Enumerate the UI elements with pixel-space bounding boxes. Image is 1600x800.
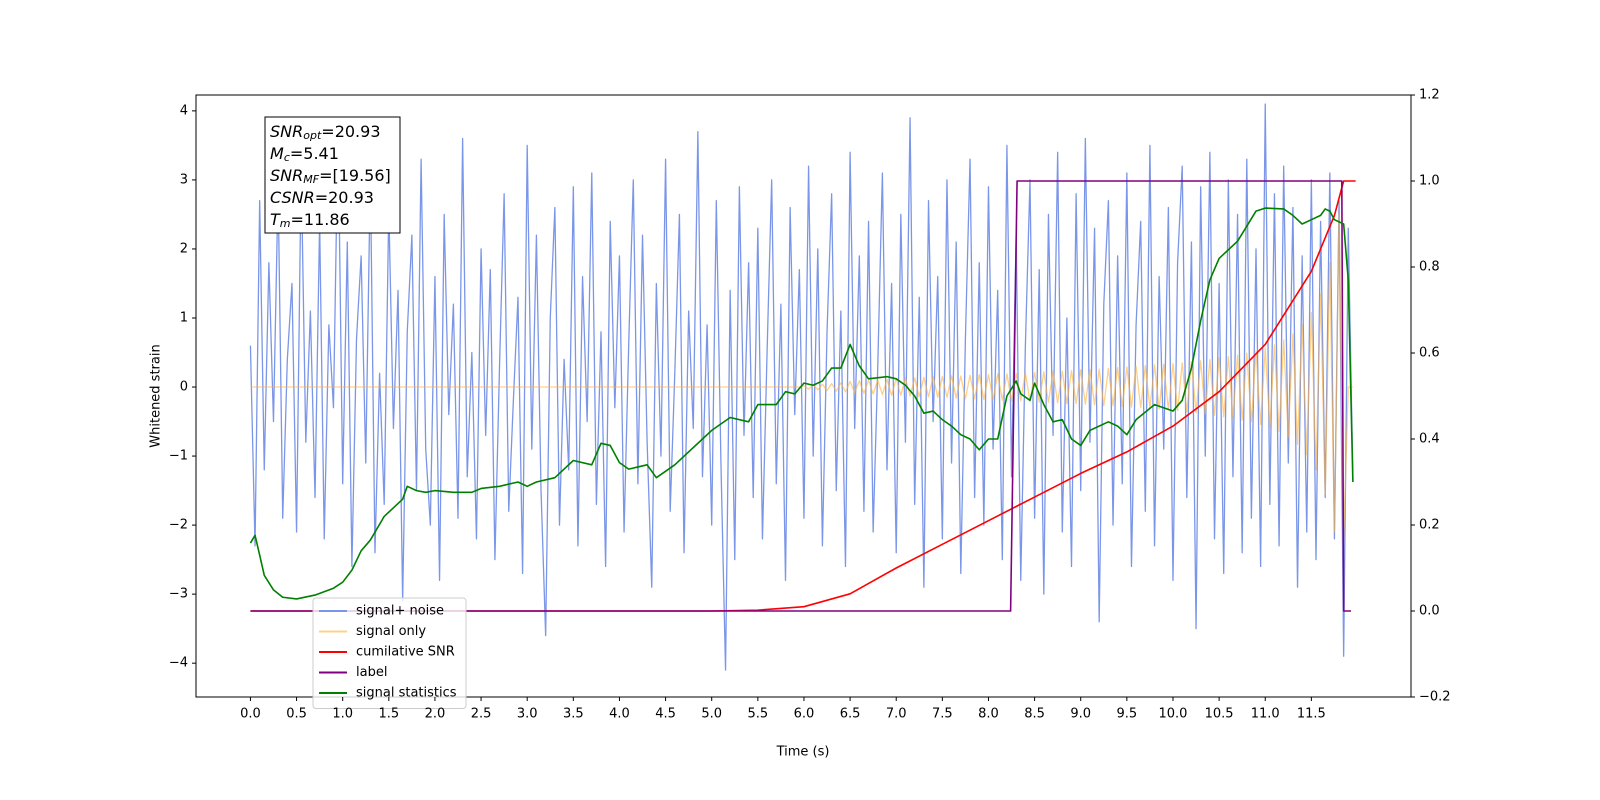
annotation-subscript: m [280,217,291,230]
annotation-symbol: T [270,210,281,229]
x-tick-label: 6.0 [794,707,815,722]
y-tick-label: −1 [169,449,188,464]
x-tick-label: 8.5 [1024,707,1045,722]
x-tick-label: 4.5 [655,707,676,722]
annotation-subscript: MF [303,173,319,186]
y2-tick-label: 0.4 [1419,432,1440,447]
annotation-symbol: M [270,144,284,163]
x-axis-label: Time (s) [776,745,830,760]
y-tick-label: 4 [180,103,188,118]
annotation-symbol: CSNR [270,188,315,207]
y2-tick-label: 0.2 [1419,518,1440,533]
x-tick-label: 11.5 [1297,707,1326,722]
legend: signal+ noise signal only cumilative SNR la… [312,597,467,709]
legend-label: signal only [356,624,426,639]
plot-area [249,103,1356,671]
series-line [250,180,1352,612]
legend-label: signal+ noise [356,604,444,619]
y2-tick-label: 0.8 [1419,260,1440,275]
annotation-subscript: c [284,151,290,164]
annotation-value: =11.86 [291,210,350,229]
x-tick-label: 2.5 [471,707,492,722]
annotation-frame [264,116,401,234]
x-tick-label: 3.0 [517,707,538,722]
y-tick-label: 3 [180,172,188,187]
annotation-value: =[19.56] [319,166,391,185]
annotation-line: SNRMF=[19.56] [270,166,391,187]
legend-frame [312,597,467,709]
x-tick-label: 9.5 [1117,707,1138,722]
y-tick-label: −2 [169,518,188,533]
annotation-line: CSNR=20.93 [270,188,374,207]
series-line [249,207,1354,600]
y-tick-label: 1 [180,310,188,325]
series-line [250,180,1356,612]
annotation-line: Tm=11.86 [270,210,350,231]
legend-label: signal statistics [356,686,457,701]
annotation-value: =20.93 [315,188,374,207]
x-tick-label: 5.0 [701,707,722,722]
annotation-value: =20.93 [321,122,380,141]
x-tick-label: 4.0 [609,707,630,722]
x-tick-label: 11.0 [1251,707,1280,722]
x-tick-label: 10.0 [1159,707,1188,722]
y2-tick-label: 0.6 [1419,346,1440,361]
y-tick-label: −3 [169,587,188,602]
x-tick-label: 5.5 [747,707,768,722]
annotation-subscript: opt [303,129,322,142]
annotation-line: SNRopt=20.93 [270,122,381,143]
y-tick-label: 0 [180,380,188,395]
annotation-box: SNRopt=20.93Mc=5.41SNRMF=[19.56]CSNR=20.… [264,116,401,234]
y-tick-label: −4 [169,656,188,671]
x-tick-label: 9.0 [1070,707,1091,722]
x-tick-label: 8.0 [978,707,999,722]
annotation-line: Mc=5.41 [270,144,339,165]
x-tick-label: 6.5 [840,707,861,722]
x-tick-label: 7.5 [932,707,953,722]
x-tick-label: 0.0 [240,707,261,722]
annotation-symbol: SNR [270,122,303,141]
legend-label: cumilative SNR [356,645,455,660]
series-line [249,103,1354,671]
annotation-symbol: SNR [270,166,303,185]
y2-tick-label: 0.0 [1419,604,1440,619]
y2-tick-label: 1.2 [1419,88,1440,103]
x-tick-label: 1.5 [378,707,399,722]
y2-tick-label: −0.2 [1419,690,1451,705]
x-tick-label: 2.0 [425,707,446,722]
x-tick-label: 3.5 [563,707,584,722]
legend-label: label [356,665,387,680]
y-axis-label: Whitened strain [149,344,164,447]
x-tick-label: 10.5 [1205,707,1234,722]
y2-tick-label: 1.0 [1419,174,1440,189]
x-tick-label: 1.0 [332,707,353,722]
y-tick-label: 2 [180,241,188,256]
x-tick-label: 7.0 [886,707,907,722]
annotation-value: =5.41 [290,144,339,163]
x-tick-label: 0.5 [286,707,307,722]
